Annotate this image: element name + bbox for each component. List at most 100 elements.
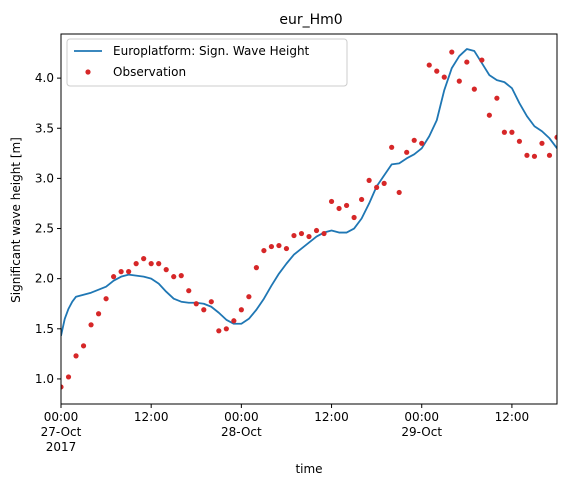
observation-point bbox=[261, 247, 267, 254]
plot-marks bbox=[61, 48, 557, 390]
observation-point bbox=[201, 307, 207, 313]
observation-point bbox=[178, 273, 184, 279]
observation-point bbox=[546, 152, 553, 158]
observation-point bbox=[434, 68, 440, 74]
model-series-line bbox=[61, 48, 557, 337]
observation-point bbox=[61, 384, 64, 390]
y-axis-ticks: 1.0 1.5 2.0 2.5 3.0 3.5 4.0 bbox=[35, 71, 61, 386]
observation-point bbox=[411, 137, 417, 143]
observation-point bbox=[111, 274, 117, 280]
plot-frame bbox=[60, 33, 558, 405]
x-tick-label: 00:00 bbox=[404, 410, 439, 424]
observation-point bbox=[95, 311, 102, 317]
observation-point bbox=[141, 256, 147, 262]
observation-point bbox=[516, 138, 523, 144]
observation-point bbox=[193, 301, 199, 307]
observation-point bbox=[298, 230, 305, 237]
plot-area bbox=[61, 48, 557, 390]
observation-point bbox=[163, 267, 169, 273]
legend-box bbox=[66, 38, 348, 87]
observation-point bbox=[291, 232, 297, 239]
x-tick-label: 28-Oct bbox=[221, 425, 262, 439]
observation-point bbox=[419, 140, 425, 146]
x-tick-label: 12:00 bbox=[134, 410, 169, 424]
observation-point bbox=[449, 49, 455, 55]
observation-point bbox=[396, 189, 402, 196]
observation-point bbox=[231, 318, 237, 324]
observation-point bbox=[336, 205, 342, 212]
legend-marker-swatch bbox=[85, 69, 91, 75]
observation-point bbox=[471, 86, 477, 92]
observation-point bbox=[246, 294, 252, 300]
observation-point bbox=[103, 296, 109, 302]
observation-point bbox=[306, 233, 312, 240]
observation-point bbox=[73, 353, 79, 359]
y-tick-label: 2.5 bbox=[35, 222, 54, 236]
observation-point bbox=[328, 198, 335, 205]
observation-point bbox=[238, 307, 244, 313]
observation-point bbox=[156, 261, 162, 267]
observation-point bbox=[268, 243, 275, 250]
observation-point bbox=[223, 326, 229, 332]
x-axis-label: time bbox=[295, 462, 322, 476]
x-tick-label: 12:00 bbox=[314, 410, 349, 424]
x-tick-label: 00:00 bbox=[44, 410, 79, 424]
y-tick-label: 3.5 bbox=[35, 121, 54, 135]
observation-point bbox=[381, 180, 387, 186]
observation-point bbox=[456, 78, 462, 84]
observation-point bbox=[171, 274, 177, 280]
legend-label-model: Europlatform: Sign. Wave Height bbox=[113, 44, 310, 58]
y-tick-label: 4.0 bbox=[35, 71, 54, 85]
observation-point bbox=[501, 129, 507, 135]
x-tick-label: 12:00 bbox=[495, 410, 530, 424]
legend: Europlatform: Sign. Wave Height Observat… bbox=[66, 38, 348, 87]
observation-point bbox=[531, 153, 538, 159]
observation-point bbox=[65, 374, 72, 380]
observation-point bbox=[80, 343, 87, 349]
observation-point bbox=[374, 184, 380, 191]
observation-point bbox=[509, 129, 515, 135]
observation-point bbox=[366, 177, 372, 183]
x-tick-label: 2017 bbox=[46, 440, 77, 454]
observation-point bbox=[216, 328, 222, 334]
y-tick-label: 1.5 bbox=[35, 322, 54, 336]
y-tick-label: 3.0 bbox=[35, 171, 54, 185]
legend-label-observation: Observation bbox=[113, 65, 186, 79]
observation-point bbox=[321, 230, 327, 237]
observation-point bbox=[133, 261, 139, 267]
observation-point bbox=[148, 261, 154, 267]
observation-point bbox=[88, 322, 94, 328]
chart-title: eur_Hm0 bbox=[279, 12, 342, 28]
observation-point bbox=[524, 152, 530, 158]
observation-point bbox=[253, 265, 259, 271]
y-axis-label: Significant wave height [m] bbox=[9, 137, 23, 303]
observation-point bbox=[464, 59, 470, 65]
observation-point bbox=[554, 134, 557, 140]
x-tick-label: 00:00 bbox=[224, 410, 259, 424]
observation-point bbox=[351, 214, 357, 221]
observation-point bbox=[539, 140, 545, 146]
y-tick-label: 2.0 bbox=[35, 272, 54, 286]
x-tick-label: 27-Oct bbox=[41, 425, 82, 439]
observation-point bbox=[441, 74, 447, 80]
observation-point bbox=[118, 269, 124, 275]
observation-point bbox=[126, 269, 132, 275]
y-tick-label: 1.0 bbox=[35, 372, 54, 386]
observation-point bbox=[276, 242, 282, 249]
observation-point bbox=[283, 245, 290, 252]
observation-point bbox=[404, 149, 410, 155]
observation-point bbox=[426, 62, 432, 68]
observation-point bbox=[389, 144, 395, 150]
observation-point bbox=[208, 299, 214, 305]
observation-point bbox=[486, 112, 492, 118]
x-tick-label: 29-Oct bbox=[401, 425, 442, 439]
observation-point bbox=[343, 202, 350, 209]
observation-point bbox=[359, 196, 365, 203]
observation-point bbox=[313, 227, 320, 234]
observation-point bbox=[479, 57, 485, 63]
observation-point bbox=[494, 95, 500, 101]
observation-point bbox=[186, 288, 192, 294]
